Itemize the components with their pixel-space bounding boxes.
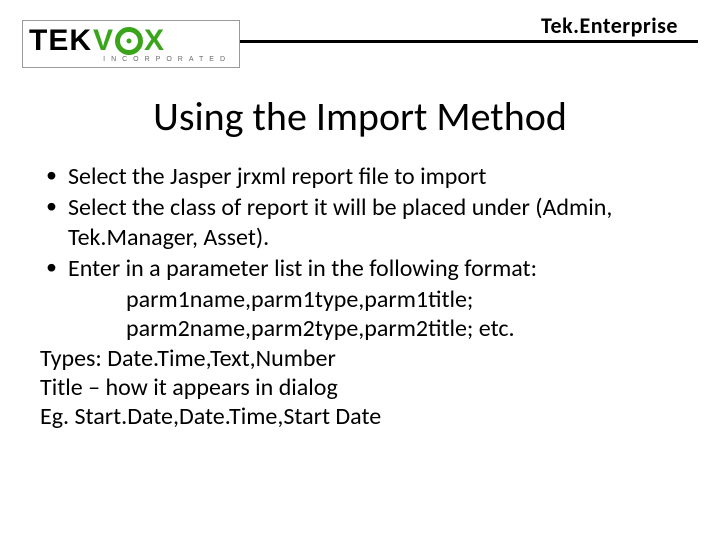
company-logo: TEK V X INCORPORATED [22, 20, 240, 68]
logo-wordmark: TEK V X [29, 24, 233, 58]
logo-tek-text: TEK [29, 24, 92, 58]
bullet-text: Select the class of report it will be pl… [68, 193, 612, 251]
company-logo-inner: TEK V X INCORPORATED [29, 24, 233, 67]
body-line: Title – how it appears in dialog [40, 373, 680, 402]
list-item: Enter in a parameter list in the followi… [40, 254, 680, 283]
logo-subtext: INCORPORATED [29, 56, 233, 63]
bullet-text: Select the Jasper jrxml report file to i… [68, 162, 486, 191]
logo-v-text: V [93, 24, 114, 58]
bullet-list: Select the Jasper jrxml report file to i… [40, 162, 680, 283]
slide-title: Using the Import Method [0, 92, 720, 141]
slide: Tek.Enterprise TEK V X INCORPORATED Usin… [0, 0, 720, 540]
list-item: Select the class of report it will be pl… [40, 193, 680, 252]
indented-line: parm2name,parm2type,parm2title; etc. [40, 314, 680, 343]
slide-body: Select the Jasper jrxml report file to i… [40, 162, 680, 431]
body-line: Eg. Start.Date,Date.Time,Start Date [40, 402, 680, 431]
bullet-text: Enter in a parameter list in the followi… [68, 254, 537, 283]
logo-x-text: X [144, 24, 165, 58]
body-line: Types: Date.Time,Text,Number [40, 344, 680, 373]
brand-label: Tek.Enterprise [541, 12, 678, 39]
indented-line: parm1name,parm1type,parm1title; [40, 285, 680, 314]
list-item: Select the Jasper jrxml report file to i… [40, 162, 680, 191]
logo-o-icon [115, 27, 143, 55]
